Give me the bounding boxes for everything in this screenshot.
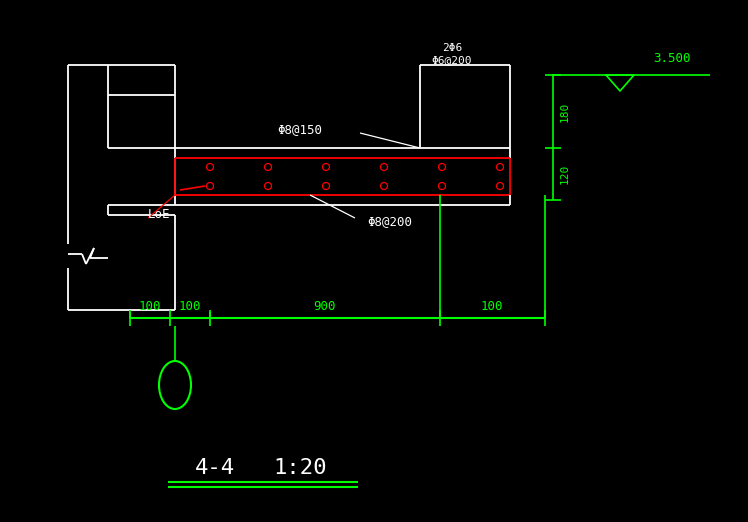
Text: 4-4: 4-4 bbox=[195, 458, 235, 478]
Text: Φ6@200: Φ6@200 bbox=[432, 55, 472, 65]
Text: LoE: LoE bbox=[148, 208, 171, 221]
Text: 120: 120 bbox=[560, 164, 570, 184]
Text: 100: 100 bbox=[179, 301, 201, 314]
Text: 100: 100 bbox=[138, 301, 162, 314]
Text: Φ8@150: Φ8@150 bbox=[278, 124, 322, 136]
Text: 3.500: 3.500 bbox=[653, 52, 690, 65]
Text: Φ8@200: Φ8@200 bbox=[367, 216, 412, 229]
Text: 900: 900 bbox=[313, 301, 337, 314]
Text: 100: 100 bbox=[481, 301, 503, 314]
Text: 1:20: 1:20 bbox=[273, 458, 327, 478]
Text: 2Φ6: 2Φ6 bbox=[442, 43, 462, 53]
Text: 180: 180 bbox=[560, 102, 570, 122]
